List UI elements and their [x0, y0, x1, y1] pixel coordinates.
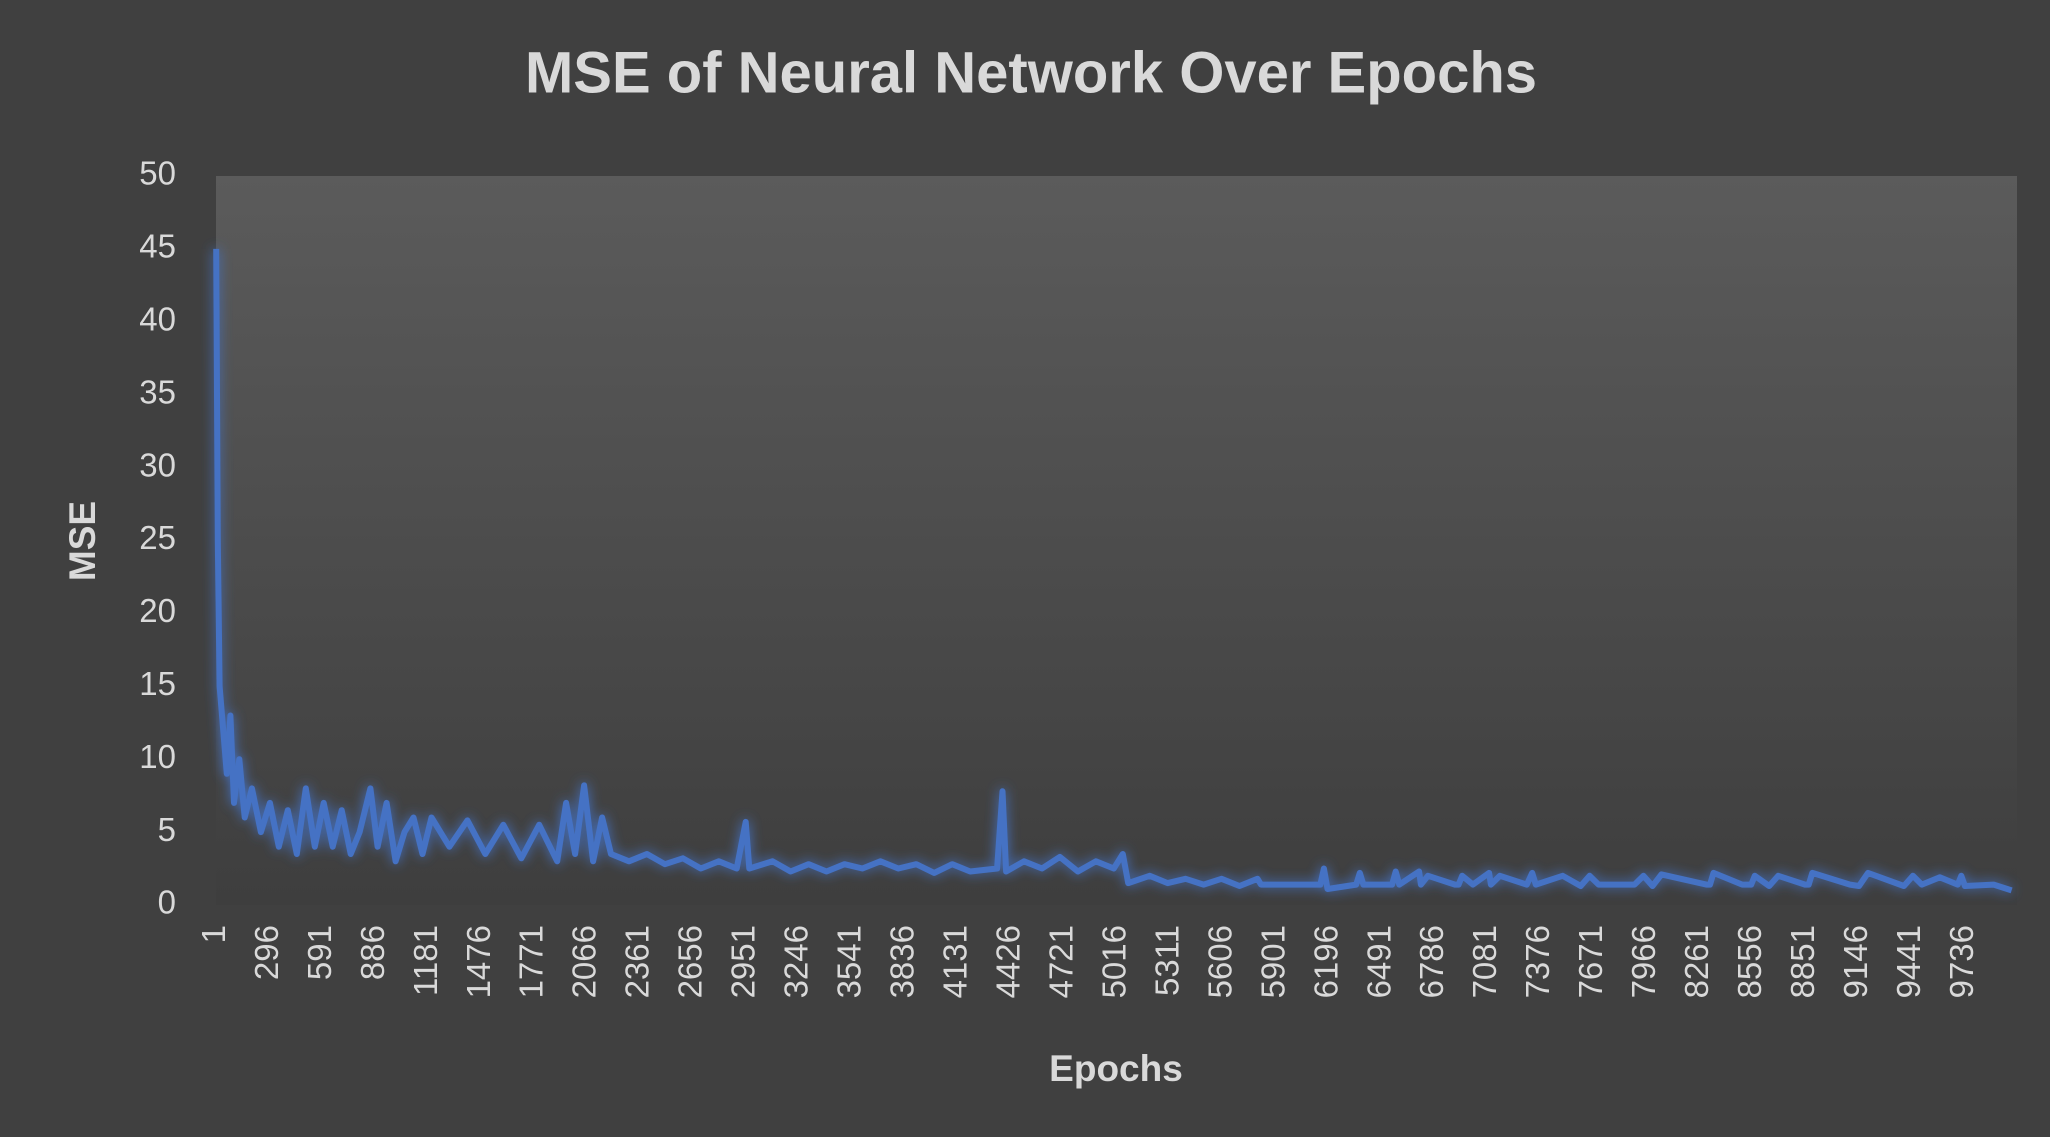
y-tick-label: 50: [139, 155, 176, 192]
y-tick-label: 10: [139, 738, 176, 775]
x-tick-label: 9736: [1943, 925, 1980, 998]
plot-area: [216, 176, 2017, 905]
x-tick-label: 1476: [460, 925, 497, 998]
x-tick-label: 5311: [1148, 925, 1185, 996]
x-tick-label: 9146: [1837, 925, 1874, 998]
y-tick-label: 0: [158, 884, 176, 921]
y-axis-title: MSE: [62, 501, 103, 581]
x-tick-label: 7081: [1466, 925, 1503, 998]
chart-title: MSE of Neural Network Over Epochs: [525, 40, 1537, 105]
x-tick-label: 1771: [513, 925, 550, 998]
x-tick-label: 8851: [1784, 925, 1821, 998]
x-tick-label: 2951: [725, 925, 762, 998]
x-tick-label: 7376: [1519, 925, 1556, 998]
x-tick-label: 886: [354, 925, 391, 980]
y-tick-label: 40: [139, 301, 176, 338]
y-tick-label: 15: [139, 665, 176, 702]
x-tick-label: 7966: [1625, 925, 1662, 998]
x-tick-label: 4131: [936, 925, 973, 998]
y-tick-label: 20: [139, 592, 176, 629]
x-tick-label: 6491: [1360, 925, 1397, 998]
x-tick-label: 1: [195, 925, 232, 943]
x-tick-label: 6786: [1413, 925, 1450, 998]
y-tick-label: 35: [139, 373, 176, 410]
x-tick-label: 1181: [407, 925, 444, 996]
y-tick-label: 45: [139, 228, 176, 265]
x-tick-label: 296: [248, 925, 285, 980]
x-tick-label: 4721: [1042, 925, 1079, 998]
x-tick-label: 7671: [1572, 925, 1609, 998]
x-tick-label: 8556: [1731, 925, 1768, 998]
y-tick-label: 30: [139, 446, 176, 483]
x-tick-label: 3246: [778, 925, 815, 998]
x-tick-label: 591: [301, 925, 338, 980]
x-tick-label: 8261: [1678, 925, 1715, 998]
x-axis-title: Epochs: [1049, 1048, 1183, 1089]
y-tick-label: 25: [139, 519, 176, 556]
x-tick-label: 2361: [619, 925, 656, 998]
x-tick-label: 4426: [989, 925, 1026, 998]
x-tick-label: 3541: [831, 925, 868, 998]
x-tick-label: 2656: [672, 925, 709, 998]
x-tick-label: 5606: [1201, 925, 1238, 998]
x-tick-label: 5901: [1254, 925, 1291, 998]
data-line: [213, 248, 2013, 894]
x-tick-label: 9441: [1890, 925, 1927, 998]
x-tick-label: 6196: [1307, 925, 1344, 998]
x-tick-label: 2066: [566, 925, 603, 998]
y-tick-label: 5: [158, 811, 176, 848]
x-tick-label: 3836: [884, 925, 921, 998]
x-tick-label: 5016: [1095, 925, 1132, 998]
